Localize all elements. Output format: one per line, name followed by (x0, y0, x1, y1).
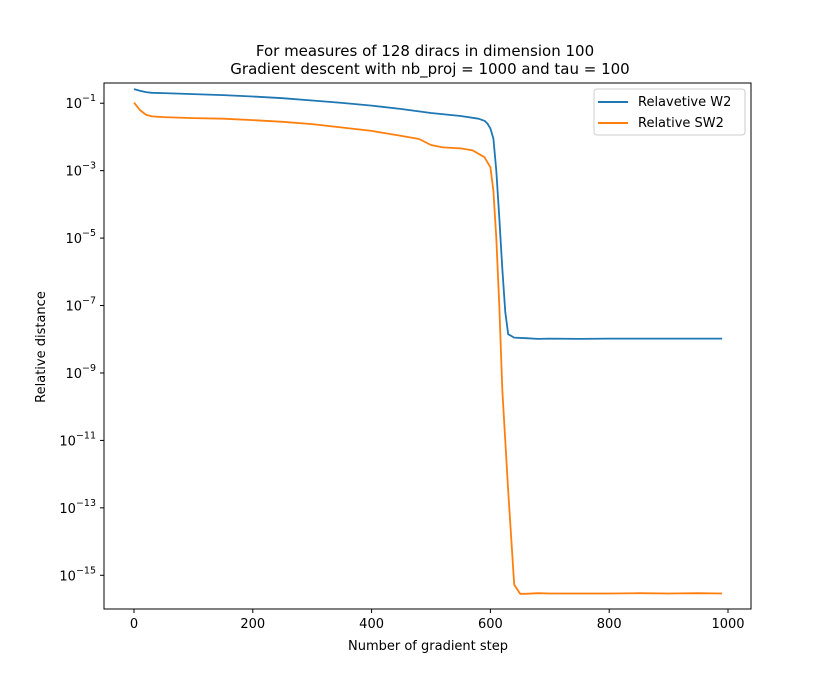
chart-title-line1: For measures of 128 diracs in dimension … (256, 42, 594, 60)
y-tick-label: 10−3 (65, 161, 96, 180)
x-tick-label: 1000 (711, 617, 744, 632)
legend: Relavetive W2 Relative SW2 (593, 88, 746, 136)
y-tick-label: 10−15 (59, 565, 96, 584)
x-tick-label: 600 (478, 617, 503, 632)
series-line-sw2 (133, 102, 723, 595)
plot-frame (103, 82, 752, 610)
series-line-w2 (133, 88, 723, 340)
legend-box (593, 88, 746, 136)
x-tick-label: 0 (130, 617, 138, 632)
y-tick-label: 10−9 (65, 363, 96, 382)
y-tick-label: 10−13 (59, 498, 96, 517)
x-axis-title: Number of gradient step (348, 639, 508, 654)
chart-title-line2: Gradient descent with nb_proj = 1000 and… (230, 60, 629, 79)
x-tick-label: 200 (240, 617, 265, 632)
legend-label-sw2: Relative SW2 (638, 116, 724, 131)
y-tick-label: 10−11 (59, 430, 96, 449)
y-axis-title: Relative distance (34, 291, 49, 403)
legend-label-w2: Relavetive W2 (638, 95, 731, 110)
y-tick-label: 10−7 (65, 296, 96, 315)
series-layer (133, 88, 723, 595)
axes-layer: 0 200 400 600 800 1000 10−15 10−13 10−11 10−9 10−7… (59, 93, 744, 632)
x-tick-label: 800 (597, 617, 622, 632)
x-tick-label: 400 (359, 617, 384, 632)
y-tick-label: 10−1 (65, 93, 96, 112)
y-tick-label: 10−5 (65, 228, 96, 247)
